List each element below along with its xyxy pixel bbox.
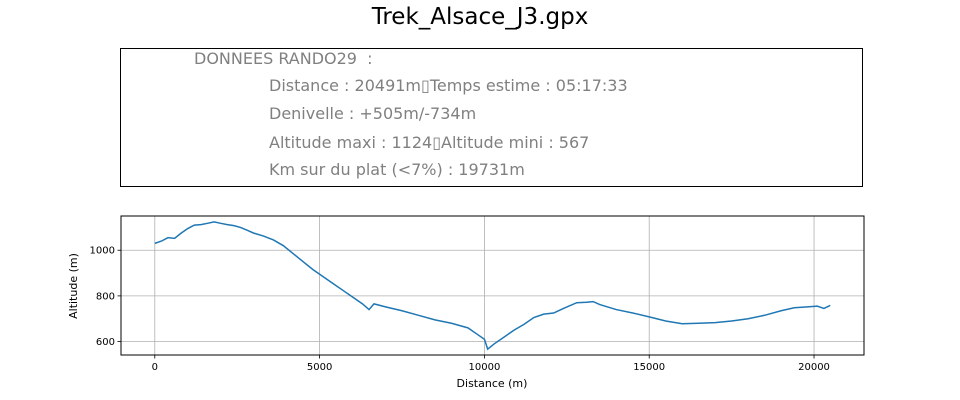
- figure-title: Trek_Alsace_J3.gpx: [371, 4, 589, 30]
- info-distance-time: Distance : 20491m▯Temps estime : 05:17:3…: [269, 76, 628, 95]
- axes-frame: [120, 215, 865, 356]
- y-tick-label-1: 800: [96, 291, 115, 302]
- info-elevation-gain: Denivelle : +505m/-734m: [269, 104, 477, 123]
- info-heading: DONNEES RANDO29 :: [194, 49, 373, 68]
- x-tick-label-2: 10000: [469, 362, 501, 373]
- info-panel: DONNEES RANDO29 : Distance : 20491m▯Temp…: [120, 48, 863, 187]
- y-axis-label: Altitude (m): [67, 253, 80, 319]
- x-tick-label-4: 20000: [798, 362, 830, 373]
- x-tick-label-1: 5000: [307, 362, 332, 373]
- altitude-profile-line: [154, 221, 831, 351]
- info-altitude-range: Altitude maxi : 1124▯Altitude mini : 567: [269, 133, 590, 152]
- y-tick-label-0: 600: [96, 337, 115, 348]
- ticks-layer: 0 5000 10000 15000 20000 600 800 1000: [90, 246, 830, 373]
- x-tick-label-3: 15000: [633, 362, 665, 373]
- info-flat-distance: Km sur du plat (<7%) : 19731m: [269, 160, 525, 179]
- x-tick-label-0: 0: [152, 362, 158, 373]
- x-axis-label: Distance (m): [457, 377, 528, 390]
- y-tick-label-2: 1000: [90, 246, 115, 257]
- grid-layer: [121, 216, 864, 355]
